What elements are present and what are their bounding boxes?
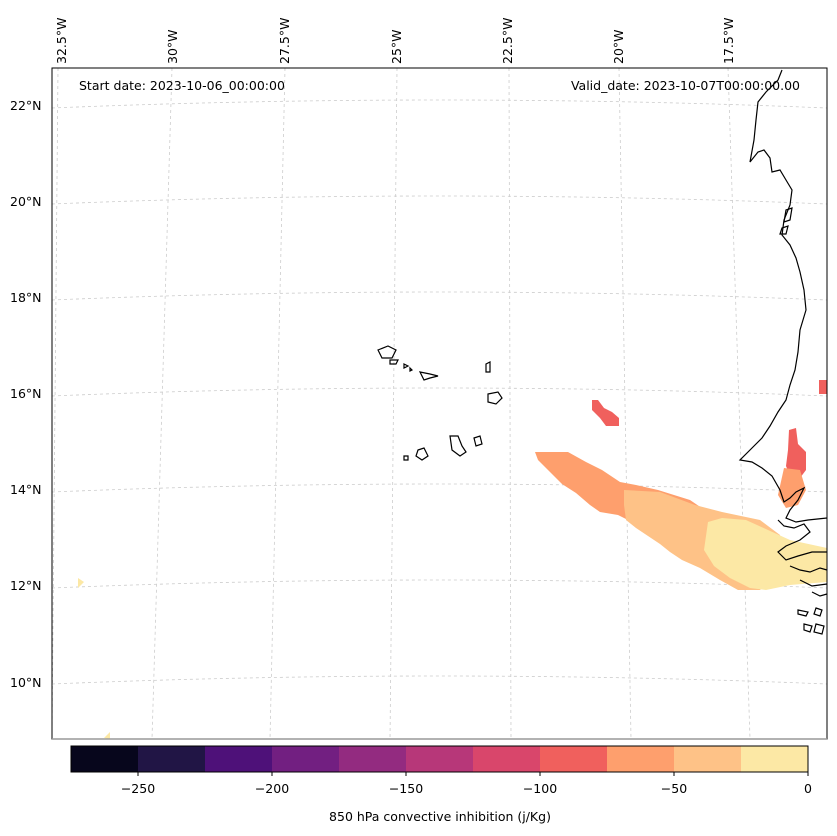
lon-label: 25°W [389, 29, 404, 64]
colorbar-swatch [205, 746, 273, 772]
island-santo-antao [377, 345, 397, 359]
island-sal [485, 361, 491, 373]
coastlines [377, 69, 828, 635]
cin-region-west-speck [78, 578, 84, 588]
gridline-lat-22 [51, 99, 828, 109]
gridline-lon-20 [618, 67, 632, 740]
gridline-lat-20 [51, 195, 828, 205]
cin-field [78, 380, 827, 739]
lon-label: 32.5°W [54, 17, 69, 64]
colorbar [70, 745, 809, 776]
cin-region-east-edge [819, 380, 827, 394]
colorbar-label: 850 hPa convective inhibition (j/Kg) [329, 809, 551, 824]
gridline-lon-17.5 [727, 67, 751, 740]
gridline-lat-12 [51, 579, 828, 589]
cin-region-senegal-coast [704, 518, 827, 590]
gridline-lon-32.5 [51, 67, 59, 740]
island-brava [403, 455, 409, 461]
lat-label: 16°N [10, 386, 42, 401]
lon-label: 20°W [611, 29, 626, 64]
lat-label: 22°N [10, 98, 42, 113]
gambia-coast [777, 519, 827, 561]
colorbar-swatch [339, 746, 407, 772]
colorbar-swatch [272, 746, 340, 772]
cin-region-coast-strip [786, 428, 806, 478]
lon-label: 17.5°W [721, 17, 736, 64]
cin-region-south-speck [104, 732, 110, 739]
lat-label: 18°N [10, 290, 42, 305]
colorbar-tick-label: −250 [120, 781, 156, 796]
island-maio [473, 435, 483, 447]
western-sahara-islands [779, 207, 793, 235]
gridline-lat-10 [51, 675, 828, 685]
gridline-lat-14 [51, 483, 828, 493]
graticule [51, 67, 828, 740]
lon-label: 27.5°W [277, 17, 292, 64]
gridline-lon-27.5 [269, 67, 286, 740]
colorbar-swatch [741, 746, 809, 772]
colorbar-swatch [138, 746, 206, 772]
colorbar-swatch [473, 746, 541, 772]
colorbar-tick-label: −200 [254, 781, 290, 796]
colorbar-tick-label: 0 [804, 781, 812, 796]
start-date-label: Start date: 2023-10-06_00:00:00 [79, 78, 285, 93]
island-sao-vicente [389, 359, 399, 365]
map-area [52, 68, 827, 739]
island-fogo [415, 447, 429, 461]
gridline-lon-25 [389, 67, 398, 740]
gridline-lon-30 [151, 67, 173, 740]
lat-label: 12°N [10, 578, 42, 593]
cin-region-east-cabo-verde [592, 400, 619, 426]
bijagos-islands [797, 607, 825, 635]
guinea-bissau-coast [789, 565, 828, 597]
colorbar-swatch [540, 746, 608, 772]
colorbar-tick-label: −100 [522, 781, 558, 796]
gridline-lon-22.5 [508, 67, 512, 740]
gridline-lat-16 [51, 387, 828, 397]
island-sao-nicolau [418, 371, 439, 381]
colorbar-swatch [674, 746, 742, 772]
colorbar-border [70, 745, 809, 773]
lon-label: 22.5°W [500, 17, 515, 64]
colorbar-swatch [406, 746, 474, 772]
island-boa-vista [487, 391, 503, 405]
island-santa-luzia [403, 363, 414, 372]
gridline-lat-18 [51, 291, 828, 301]
island-santiago [449, 435, 467, 457]
lat-label: 20°N [10, 194, 42, 209]
valid-date-label: Valid_date: 2023-10-07T00:00:00.00 [570, 78, 800, 93]
lat-label: 14°N [10, 482, 42, 497]
colorbar-swatch [607, 746, 675, 772]
lat-label: 10°N [10, 675, 42, 690]
lon-label: 30°W [165, 29, 180, 64]
colorbar-swatch [71, 746, 139, 772]
colorbar-tick-label: −50 [660, 781, 688, 796]
african-coastline [738, 69, 828, 523]
colorbar-tick-label: −150 [388, 781, 424, 796]
